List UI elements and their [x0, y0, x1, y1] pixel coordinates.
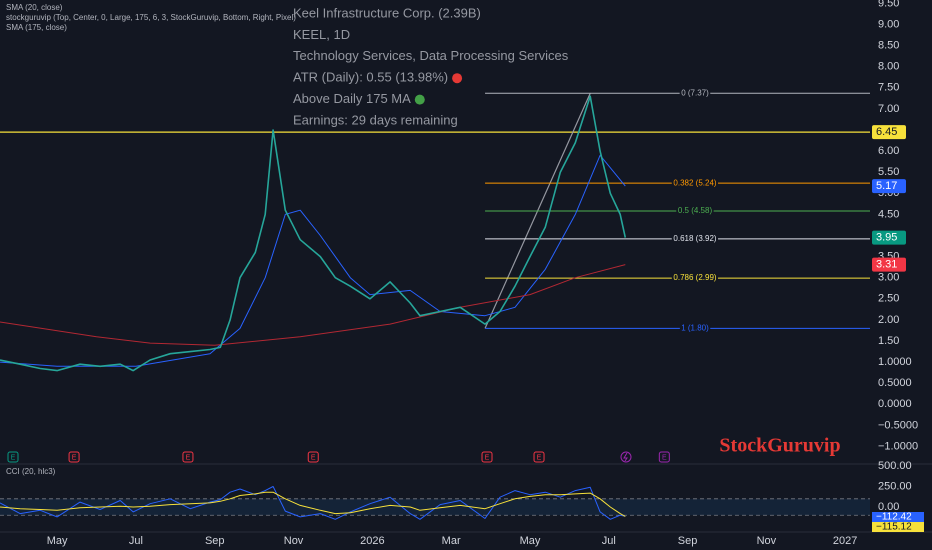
y-tick-label: 0.00 — [878, 501, 899, 513]
replay-icon — [620, 451, 632, 463]
cci-band — [0, 498, 870, 516]
x-tick-label: Sep — [205, 535, 225, 547]
cci-label: −112.42 — [876, 512, 912, 523]
info-line: Above Daily 175 MA — [293, 91, 411, 106]
price-label: 3.31 — [876, 259, 897, 271]
y-tick-label: 1.0000 — [878, 356, 912, 368]
fib-label: 0.382 (5.24) — [673, 178, 716, 187]
price-label: 3.95 — [876, 232, 897, 244]
earnings-marker — [182, 451, 194, 463]
status-dot — [414, 94, 425, 105]
y-tick-label: 8.50 — [878, 39, 899, 51]
y-tick-label: 250.00 — [878, 480, 912, 492]
y-tick-label: 1.50 — [878, 335, 899, 347]
earnings-marker — [533, 451, 545, 463]
info-line: Technology Services, Data Processing Ser… — [293, 48, 569, 63]
earnings-marker — [68, 451, 80, 463]
event-icon — [623, 452, 628, 462]
ma-line — [0, 154, 626, 367]
y-tick-label: 7.00 — [878, 103, 899, 115]
y-tick-label: 9.50 — [878, 0, 899, 9]
price-label: 6.45 — [876, 126, 897, 138]
earnings-label: E — [537, 454, 542, 461]
legend: SMA (20, close) stockguruvip (Top, Cente… — [6, 3, 296, 476]
info-line: KEEL, 1D — [293, 27, 350, 42]
y-tick-label: 3.00 — [878, 272, 899, 284]
earnings-marker — [481, 451, 493, 463]
y-tick-label: 7.50 — [878, 82, 899, 94]
earnings-label: E — [485, 454, 490, 461]
info-line: ATR (Daily): 0.55 (13.98%) — [293, 70, 448, 85]
info-line: Earnings: 29 days remaining — [293, 112, 458, 127]
fib-label: 0.5 (4.58) — [678, 206, 713, 215]
x-tick-label: Mar — [442, 535, 461, 547]
price-label-box — [872, 230, 906, 245]
cci-label: −115.12 — [876, 522, 912, 533]
cci-line — [0, 486, 626, 520]
earnings-marker — [7, 451, 19, 463]
status-dot — [452, 73, 463, 84]
legend-entry: SMA (20, close) — [6, 3, 63, 12]
price-label: 5.17 — [876, 180, 897, 192]
y-tick-label: 6.00 — [878, 145, 899, 157]
fib-label: 0.618 (3.92) — [673, 234, 716, 243]
y-tick-label: −1.0000 — [878, 440, 918, 452]
earnings-label: E — [662, 454, 667, 461]
watermark: StockGuruvip — [719, 435, 840, 457]
y-tick-label: 0.0000 — [878, 398, 912, 410]
x-tick-label: Jul — [602, 535, 616, 547]
price-label-box — [872, 125, 906, 140]
earnings-label: E — [186, 454, 191, 461]
y-tick-label: 0.5000 — [878, 377, 912, 389]
earnings-label: E — [311, 454, 316, 461]
info-line: Keel Infrastructure Corp. (2.39B) — [293, 5, 481, 20]
fib-label: 0 (7.37) — [681, 88, 709, 97]
y-tick-label: −0.5000 — [878, 419, 918, 431]
price-label-box — [872, 179, 906, 194]
cci-label-box — [872, 512, 924, 522]
x-tick-label: Nov — [757, 535, 777, 547]
y-tick-label: 5.50 — [878, 166, 899, 178]
fib-label: 0.786 (2.99) — [673, 273, 716, 282]
info-box: Keel Infrastructure Corp. (2.39B) KEEL, 1… — [293, 5, 569, 127]
fib-label: 1 (1.80) — [681, 323, 709, 332]
x-tick-label: Nov — [284, 535, 304, 547]
x-tick-label: May — [520, 535, 541, 547]
cci-title: CCI (20, hlc3) — [6, 467, 56, 476]
x-tick-label: May — [47, 535, 68, 547]
y-tick-label: 500.00 — [878, 460, 912, 472]
x-tick-label: 2027 — [833, 535, 857, 547]
price-label-box — [872, 257, 906, 272]
cci-label-box — [872, 522, 924, 532]
ma-line — [0, 264, 626, 346]
price-line — [0, 95, 627, 372]
indicator-label: stockguruvip (Top, Center, 0, Large, 175… — [6, 13, 296, 22]
y-tick-label: 9.00 — [878, 18, 899, 30]
y-tick-label: 8.00 — [878, 61, 899, 73]
y-tick-label: 2.00 — [878, 314, 899, 326]
earnings-marker — [307, 451, 319, 463]
legend-entry: SMA (175, close) — [6, 23, 67, 32]
earnings-marker — [658, 451, 670, 463]
earnings-label: E — [11, 454, 16, 461]
x-tick-label: 2026 — [360, 535, 384, 547]
event-icon — [620, 451, 632, 463]
y-tick-label: 2.50 — [878, 293, 899, 305]
x-tick-label: Jul — [129, 535, 143, 547]
x-tick-label: Sep — [678, 535, 698, 547]
earnings-label: E — [72, 454, 77, 461]
cci-line — [0, 491, 626, 517]
y-tick-label: 4.50 — [878, 208, 899, 220]
